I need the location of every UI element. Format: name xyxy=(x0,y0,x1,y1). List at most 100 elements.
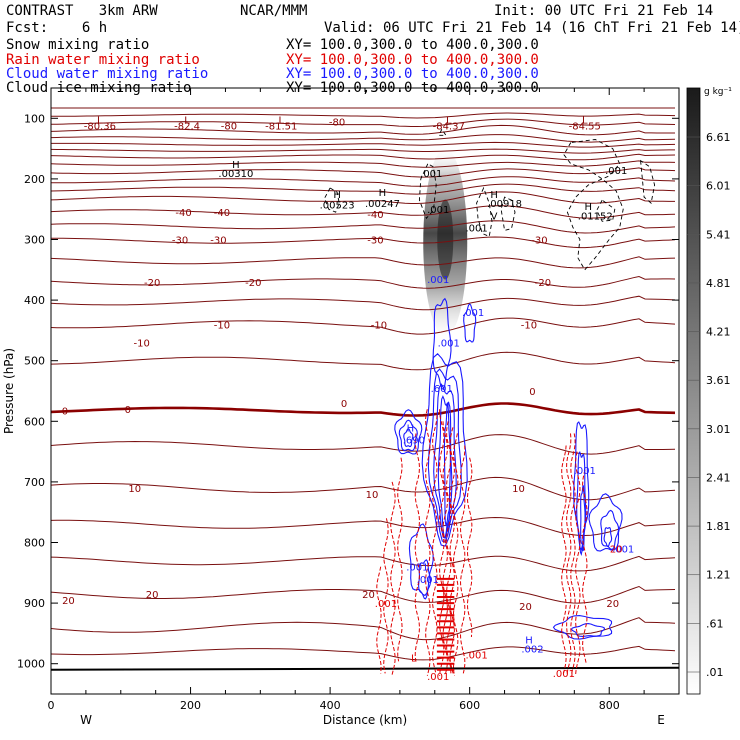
rain-contour xyxy=(376,566,382,674)
temperature-contour xyxy=(51,176,676,187)
temperature-label: 10 xyxy=(128,484,141,495)
x-tick-label: 200 xyxy=(180,699,201,712)
rain-label: .001 xyxy=(466,651,488,662)
snow-ice-label: .001 xyxy=(605,166,627,177)
snow-ice-label: H xyxy=(379,188,387,199)
rain-label: .001 xyxy=(427,672,449,683)
cloud-water-label: .002 xyxy=(521,645,543,656)
extrema-label: L xyxy=(446,116,452,127)
cloud-water-label: .690 xyxy=(403,435,425,446)
temperature-contour xyxy=(51,141,676,148)
y-tick-label: 400 xyxy=(24,294,45,307)
snow-ice-contour xyxy=(640,159,656,204)
snow-ice-label: H xyxy=(232,160,240,171)
snow-ice-contour xyxy=(500,196,516,231)
snow-ice-label: .001 xyxy=(427,205,449,216)
temperature-label: 0 xyxy=(62,406,68,417)
temperature-label: -30 xyxy=(172,236,188,247)
temperature-contour xyxy=(51,617,676,641)
cloud-water-contour xyxy=(603,527,613,548)
rain-contour xyxy=(432,415,438,673)
snow-ice-contour xyxy=(476,186,493,238)
temperature-label: -80 xyxy=(329,117,345,128)
cloud-water-contour xyxy=(432,297,452,391)
rain-contour xyxy=(570,433,576,676)
cloud-water-label: .001 xyxy=(462,308,484,319)
snow-ice-contour xyxy=(438,128,447,136)
rain-label: .001 xyxy=(553,669,575,680)
y-tick-label: 300 xyxy=(24,234,45,247)
temperature-label: -20 xyxy=(144,278,160,289)
field-cloud-water-name: Cloud water mixing ratio xyxy=(6,66,209,82)
temperature-contour xyxy=(51,167,676,178)
field-rain-name: Rain water mixing ratio xyxy=(6,52,200,68)
init-time: Init: 00 UTC Fri 21 Feb 14 xyxy=(494,3,714,19)
temperature-contour xyxy=(51,153,676,161)
rain-contour xyxy=(397,457,403,662)
temperature-label: -20 xyxy=(245,278,261,289)
rain-contour xyxy=(383,518,389,674)
temperature-label: 10 xyxy=(512,484,525,495)
cloud-water-label: .001 xyxy=(612,545,634,556)
colorbar-label: 6.01 xyxy=(706,180,731,193)
temperature-label: -80.36 xyxy=(84,122,116,133)
snow-ice-label: .00310 xyxy=(218,169,253,180)
temperature-label: 20 xyxy=(606,599,619,610)
y-tick-label: 100 xyxy=(24,112,45,125)
colorbar-label: 6.61 xyxy=(706,131,731,144)
organization: NCAR/MMM xyxy=(240,3,308,19)
model-title: CONTRAST 3km ARW xyxy=(6,3,158,19)
snow-ice-label: V xyxy=(491,211,498,222)
rain-contour xyxy=(414,433,421,662)
rain-contour xyxy=(459,445,466,674)
valid-time: Valid: 06 UTC Fri 21 Feb 14 (16 ChT Fri … xyxy=(324,20,740,36)
y-tick-label: 700 xyxy=(24,476,45,489)
y-tick-label: 200 xyxy=(24,173,45,186)
x-axis-label: Distance (km) xyxy=(323,713,407,727)
extrema-label: L xyxy=(184,116,190,127)
west-label: W xyxy=(80,713,92,727)
colorbar-label: 4.21 xyxy=(706,326,731,339)
temperature-label: 0 xyxy=(125,405,131,416)
cloud-water-contour xyxy=(588,493,623,552)
temperature-contour xyxy=(51,585,676,604)
colorbar-label: 1.21 xyxy=(706,569,731,582)
y-tick-label: 900 xyxy=(24,597,45,610)
temperature-label: 20 xyxy=(362,590,375,601)
temperature-contour xyxy=(51,555,676,572)
temperature-label: -84.55 xyxy=(569,122,601,133)
rain-label: 20 xyxy=(610,545,623,556)
y-axis-label: Pressure (hPa) xyxy=(2,348,16,434)
extrema-label: L xyxy=(97,116,103,127)
cloud-water-label: .601 xyxy=(431,384,453,395)
temperature-contour xyxy=(51,134,676,143)
cloud-water-label: .001 xyxy=(417,575,439,586)
temperature-contour xyxy=(51,516,676,537)
temperature-label: -10 xyxy=(214,320,230,331)
temperature-contour xyxy=(51,205,676,219)
temperature-label: 10 xyxy=(366,490,379,501)
rain-contour xyxy=(390,481,396,676)
cloud-water-label: H xyxy=(407,423,415,434)
snow-ice-label: .01152 xyxy=(578,211,613,222)
colorbar-label: 1.81 xyxy=(706,520,731,533)
temperature-contour xyxy=(51,191,675,204)
x-tick-label: 600 xyxy=(459,699,480,712)
cloud-water-contour xyxy=(600,509,620,550)
x-tick-label: 0 xyxy=(48,699,55,712)
snow-ice-label: .001 xyxy=(466,223,488,234)
cloud-water-contour xyxy=(437,395,453,539)
colorbar-label: 4.81 xyxy=(706,277,731,290)
rain-contour xyxy=(466,457,473,638)
temperature-label: 20 xyxy=(519,602,532,613)
cloud-water-contour xyxy=(443,402,451,532)
colorbar-label: 2.41 xyxy=(706,471,731,484)
cloud-water-contour xyxy=(427,368,462,543)
temperature-contour xyxy=(51,434,676,455)
rain-contour xyxy=(425,409,431,676)
snow-ice-label: .00918 xyxy=(487,199,522,210)
temperature-label: 0 xyxy=(341,399,347,410)
temperature-label: -30 xyxy=(210,236,226,247)
snow-ice-label: H xyxy=(490,190,498,201)
y-tick-label: 1000 xyxy=(17,658,45,671)
